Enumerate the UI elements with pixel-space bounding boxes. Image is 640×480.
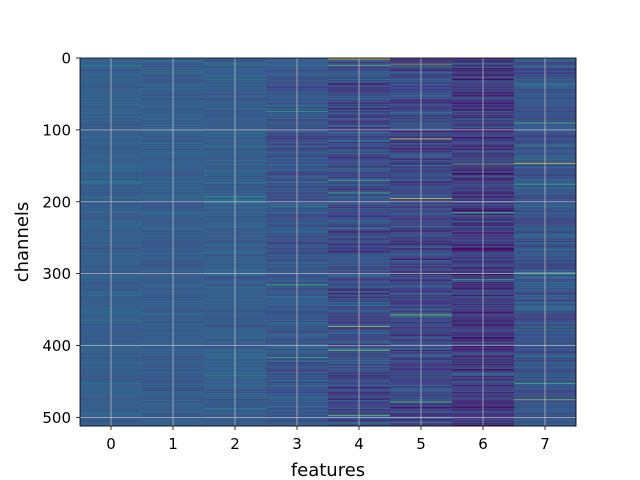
x-tick-label: 1 — [168, 435, 178, 453]
y-tick-label: 200 — [42, 193, 71, 211]
x-tick-label: 7 — [540, 435, 550, 453]
x-tick-label: 2 — [230, 435, 240, 453]
y-tick-label: 300 — [42, 265, 71, 283]
x-tick-label: 5 — [416, 435, 426, 453]
plot-frame — [79, 57, 577, 427]
x-tick-label: 4 — [354, 435, 364, 453]
x-axis-ticks: 0 1 2 3 4 5 6 7 — [106, 426, 550, 453]
heatmap-cells — [80, 58, 577, 427]
y-tick-label: 100 — [42, 121, 71, 139]
y-tick-label: 500 — [42, 409, 71, 427]
x-tick-label: 0 — [106, 435, 116, 453]
x-tick-label: 3 — [292, 435, 302, 453]
x-axis-label: features — [291, 460, 365, 480]
x-tick-label: 6 — [478, 435, 488, 453]
y-axis-label: channels — [12, 202, 33, 283]
grid-lines — [80, 57, 576, 426]
y-axis-ticks: 0 100 200 300 400 500 — [42, 50, 80, 427]
y-tick-label: 0 — [61, 50, 71, 68]
y-tick-label: 400 — [42, 337, 71, 355]
